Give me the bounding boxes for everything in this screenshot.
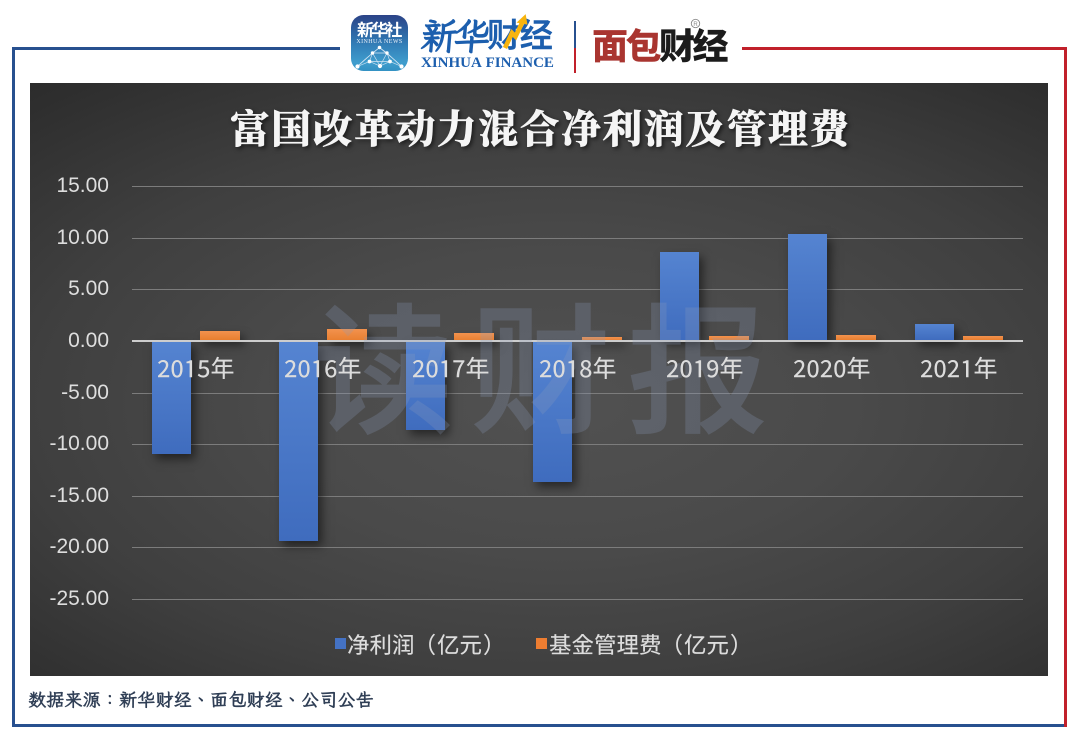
svg-text:R: R: [693, 22, 698, 28]
